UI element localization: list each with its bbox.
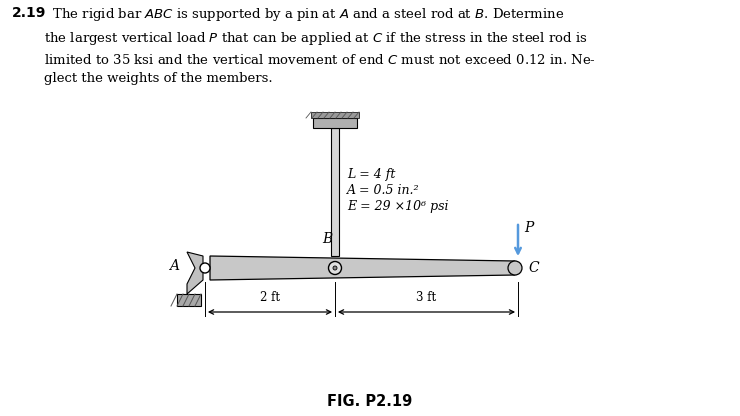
Bar	[331, 128, 339, 256]
Text: 2.19: 2.19	[12, 6, 47, 20]
Bar	[311, 112, 359, 118]
Circle shape	[200, 263, 210, 273]
Ellipse shape	[508, 261, 522, 275]
Text: 3 ft: 3 ft	[417, 291, 437, 304]
Circle shape	[333, 266, 337, 270]
Text: P: P	[524, 221, 534, 235]
Text: A: A	[169, 259, 179, 273]
Polygon shape	[210, 256, 515, 280]
Text: E = 29 ×10⁶ psi: E = 29 ×10⁶ psi	[347, 200, 448, 213]
Text: C: C	[528, 261, 539, 275]
Text: 2 ft: 2 ft	[260, 291, 280, 304]
Text: L = 4 ft: L = 4 ft	[347, 168, 395, 181]
Bar	[177, 294, 201, 306]
Text: FIG. P2.19: FIG. P2.19	[327, 394, 413, 409]
Text: B: B	[322, 232, 332, 246]
Circle shape	[329, 262, 341, 275]
Text: The rigid bar $ABC$ is supported by a pin at $A$ and a steel rod at $B$. Determi: The rigid bar $ABC$ is supported by a pi…	[44, 6, 596, 85]
Text: A = 0.5 in.²: A = 0.5 in.²	[347, 184, 420, 197]
Bar	[313, 118, 357, 128]
Polygon shape	[187, 252, 203, 294]
